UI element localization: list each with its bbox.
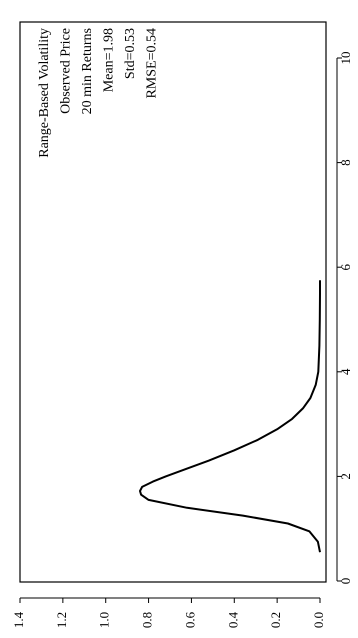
y-tick-label: 0.8 (140, 612, 155, 628)
annotation-line: Range-Based Volatility (37, 28, 52, 158)
x-tick-label: 4 (338, 368, 353, 375)
y-tick-label: 1.0 (97, 612, 112, 628)
x-tick-label: 8 (338, 159, 353, 166)
y-tick-label: 0.6 (182, 611, 197, 628)
series-lines (139, 280, 321, 553)
annotation-line: Std=0.53 (123, 28, 138, 79)
y-axis: 0.0 0.2 0.4 0.6 0.8 1.0 1.2 1.4 (11, 597, 326, 628)
series-line (139, 280, 321, 553)
x-tick-label: 6 (338, 263, 353, 270)
annotation-line: Observed Price (59, 28, 74, 114)
y-tick-label: 0.4 (225, 611, 240, 628)
y-tick-label: 0.2 (268, 612, 283, 628)
x-tick-label: 2 (338, 473, 353, 480)
annotation-block: Range-Based Volatility Observed Price 20 m… (37, 28, 160, 158)
annotation-line: 20 min Returns (80, 28, 95, 114)
annotation-line: Mean=1.98 (102, 28, 117, 92)
x-tick-label: 0 (338, 578, 353, 585)
y-tick-label: 1.4 (11, 611, 26, 628)
annotation-line: RMSE=0.54 (145, 28, 160, 99)
x-tick-label: 10 (338, 52, 353, 65)
y-tick-label: 1.2 (54, 612, 69, 628)
x-axis: 0 2 4 6 8 10 (336, 52, 353, 585)
plot-frame (19, 21, 327, 583)
y-tick-label: 0.0 (311, 612, 326, 628)
